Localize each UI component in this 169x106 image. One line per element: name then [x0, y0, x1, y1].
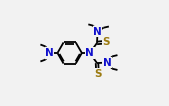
Text: N: N — [103, 58, 111, 68]
Text: S: S — [102, 37, 110, 47]
Text: N: N — [93, 27, 102, 37]
Text: N: N — [45, 48, 54, 58]
Text: S: S — [94, 69, 101, 79]
Text: N: N — [85, 48, 94, 58]
